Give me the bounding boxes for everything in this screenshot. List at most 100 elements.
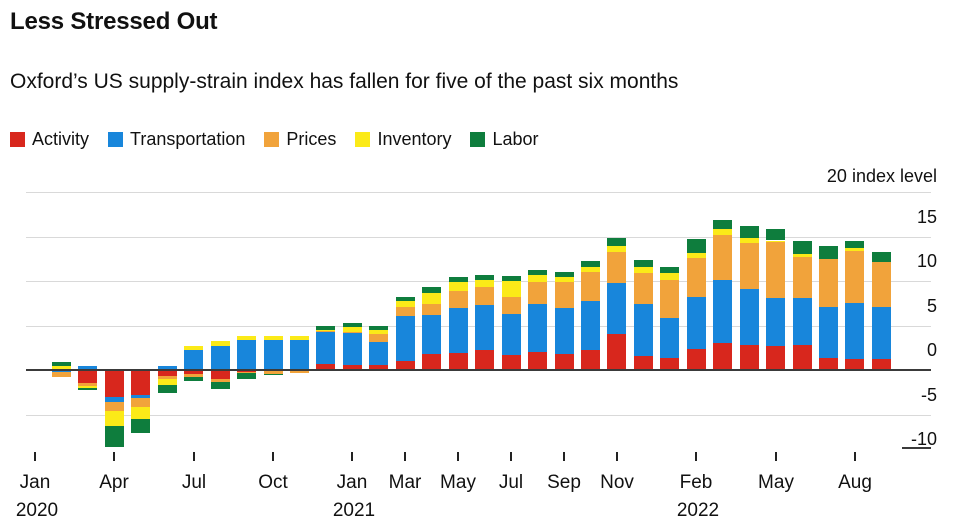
bar-segment-activity-mar-2020 <box>78 370 97 384</box>
bar-segment-activity-sep-2022 <box>872 359 891 370</box>
bar-segment-inventory-jan-2021 <box>343 326 362 332</box>
y-axis-unit-label: 20 index level <box>826 166 937 186</box>
bar-segment-inventory-jun-2020 <box>158 379 177 386</box>
bar-segment-transportation-apr-2021 <box>422 314 441 354</box>
x-axis-tick-may <box>457 452 459 461</box>
chart-subtitle: Oxford’s US supply-strain index has fall… <box>10 70 679 93</box>
bar-segment-activity-apr-2020 <box>105 370 124 397</box>
bar-segment-inventory-feb-2022 <box>687 252 706 258</box>
x-axis-month-label: Oct <box>258 472 288 493</box>
y-axis-label-5: 5 <box>926 296 937 316</box>
bar-segment-transportation-jun-2021 <box>475 305 494 350</box>
legend-item-activity: Activity <box>10 129 89 150</box>
bar-segment-transportation-nov-2021 <box>607 282 626 335</box>
bar-segment-labor-aug-2020 <box>211 382 230 390</box>
bar-segment-prices-oct-2021 <box>581 272 600 301</box>
bar-segment-transportation-may-2021 <box>449 307 468 354</box>
x-axis-tick-apr <box>113 452 115 461</box>
bar-segment-prices-may-2021 <box>449 290 468 308</box>
bar-segment-transportation-may-2020 <box>131 394 150 399</box>
bar-segment-labor-apr-2022 <box>740 226 759 239</box>
bar-segment-inventory-aug-2020 <box>211 341 230 346</box>
bar-segment-activity-mar-2021 <box>396 361 415 370</box>
bar-segment-prices-jul-2022 <box>819 258 838 308</box>
bar-segment-labor-oct-2021 <box>581 261 600 268</box>
bar-segment-labor-mar-2021 <box>396 297 415 302</box>
bar-segment-labor-may-2020 <box>131 418 150 434</box>
bar-segment-prices-jul-2021 <box>502 297 521 314</box>
bar-segment-labor-feb-2020 <box>52 361 71 366</box>
bar-segment-labor-jun-2021 <box>475 274 494 280</box>
bar-segment-labor-apr-2020 <box>105 426 124 448</box>
x-axis-tick-oct <box>272 452 274 461</box>
axis-end-stub <box>902 447 931 449</box>
bar-segment-inventory-jun-2022 <box>793 253 812 257</box>
bar-segment-labor-may-2022 <box>766 228 785 241</box>
bar-segment-transportation-jul-2022 <box>819 307 838 359</box>
bar-segment-labor-jul-2022 <box>819 246 838 259</box>
bar-segment-transportation-feb-2021 <box>369 341 388 366</box>
bar-segment-transportation-feb-2022 <box>687 296 706 350</box>
legend-item-prices: Prices <box>264 129 336 150</box>
bar-segment-inventory-mar-2020 <box>78 386 97 388</box>
legend-item-labor: Labor <box>470 129 539 150</box>
bar-segment-transportation-oct-2021 <box>581 300 600 350</box>
bar-segment-prices-mar-2021 <box>396 307 415 316</box>
bar-segment-inventory-dec-2020 <box>316 329 335 331</box>
bar-segment-inventory-aug-2021 <box>528 275 547 283</box>
page-title: Less Stressed Out <box>10 8 218 35</box>
bar-segment-transportation-mar-2020 <box>78 365 97 370</box>
bar-segment-inventory-apr-2022 <box>740 238 759 244</box>
bar-segment-inventory-jul-2021 <box>502 281 521 298</box>
x-axis-month-label: Sep <box>547 472 581 493</box>
bar-segment-transportation-aug-2022 <box>845 303 864 360</box>
legend-item-transportation: Transportation <box>108 129 245 150</box>
bar-segment-transportation-mar-2022 <box>713 280 732 344</box>
bar-segment-inventory-jun-2021 <box>475 279 494 288</box>
bar-segment-prices-apr-2020 <box>105 402 124 411</box>
x-axis-month-label: May <box>758 472 794 493</box>
bar-segment-transportation-jul-2020 <box>184 350 203 370</box>
x-axis-tick-jul <box>510 452 512 461</box>
y-axis-label--5: -5 <box>920 385 937 405</box>
bar-segment-labor-jul-2020 <box>184 376 203 381</box>
legend-label: Transportation <box>130 129 246 149</box>
bar-segment-transportation-jul-2021 <box>502 313 521 355</box>
x-axis-tick-mar <box>404 452 406 461</box>
bar-segment-inventory-may-2022 <box>766 240 785 243</box>
bar-segment-inventory-jul-2020 <box>184 345 203 351</box>
bar-segment-labor-mar-2020 <box>78 387 97 391</box>
bar-segment-activity-may-2020 <box>131 370 150 395</box>
x-axis-tick-nov <box>616 452 618 461</box>
legend-swatch-inventory <box>355 132 371 147</box>
bar-segment-activity-mar-2022 <box>713 343 732 370</box>
bar-segment-prices-aug-2021 <box>528 282 547 304</box>
bar-segment-inventory-dec-2021 <box>634 267 653 274</box>
bar-segment-prices-dec-2021 <box>634 273 653 305</box>
bar-segment-prices-may-2022 <box>766 242 785 299</box>
x-axis-month-label: Jul <box>498 472 524 493</box>
bar-segment-transportation-apr-2022 <box>740 288 759 345</box>
bar-segment-transportation-apr-2020 <box>105 396 124 403</box>
legend-item-inventory: Inventory <box>355 129 451 150</box>
x-axis-tick-jan2020 <box>34 452 36 461</box>
bar-segment-labor-jan-2021 <box>343 322 362 327</box>
gridline-20 <box>26 192 931 193</box>
bar-segment-inventory-mar-2022 <box>713 228 732 235</box>
bar-segment-inventory-nov-2021 <box>607 245 626 252</box>
bar-segment-prices-dec-2020 <box>316 330 335 332</box>
bar-segment-prices-feb-2021 <box>369 334 388 342</box>
x-axis-tick-jan2021 <box>351 452 353 461</box>
bar-segment-activity-jun-2021 <box>475 349 494 370</box>
bar-segment-labor-oct-2020 <box>264 373 283 375</box>
bar-segment-prices-apr-2022 <box>740 243 759 289</box>
bar-segment-prices-jan-2022 <box>660 279 679 318</box>
gridline-15 <box>26 237 931 238</box>
bar-segment-prices-sep-2021 <box>555 282 574 309</box>
bar-segment-prices-apr-2021 <box>422 304 441 315</box>
bar-segment-prices-nov-2021 <box>607 251 626 283</box>
bar-segment-activity-jan-2022 <box>660 357 679 370</box>
x-axis-month-label: May <box>440 472 476 493</box>
bar-segment-transportation-feb-2020 <box>52 370 71 373</box>
